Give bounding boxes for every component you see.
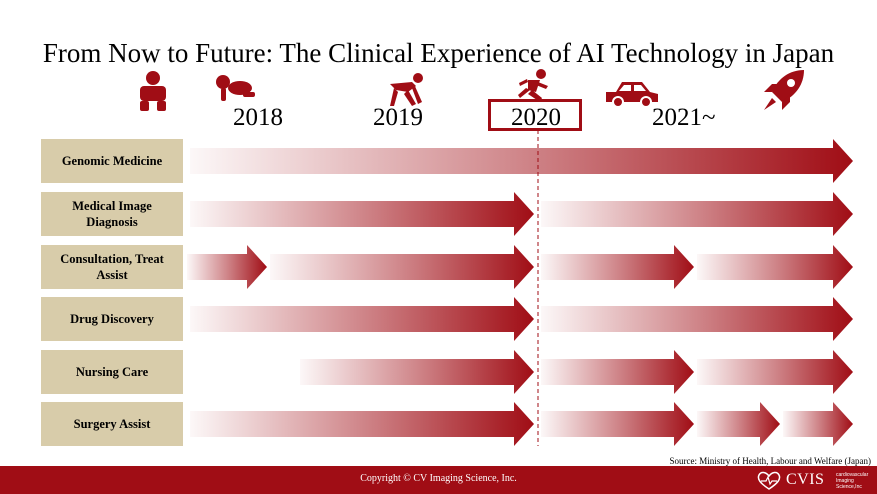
crawling-baby-icon [216, 75, 255, 101]
year-label-2019: 2019 [373, 104, 423, 131]
arrow-surgery-assist-4 [783, 402, 853, 446]
arrow-surgery-assist-1 [190, 402, 534, 446]
logo-tagline: cardiovascular Imaging Science,Inc [836, 472, 869, 490]
source-note: Source: Ministry of Health, Labour and W… [669, 456, 871, 466]
rocket-icon [764, 70, 804, 110]
arrow-surgery-assist-3 [697, 402, 780, 446]
arrow-consultation-2 [270, 245, 534, 289]
baby-icon [140, 71, 166, 111]
crouching-runner-icon [390, 73, 423, 106]
heart-logo-icon [757, 471, 781, 490]
cvis-logo: CVIS cardiovascular Imaging Science,Inc [752, 468, 877, 494]
year-label-2018: 2018 [233, 104, 283, 131]
category-genomic-medicine: Genomic Medicine [41, 139, 183, 183]
category-nursing-care: Nursing Care [41, 350, 183, 394]
arrow-medical-image-1 [190, 192, 534, 236]
arrow-consultation-1 [187, 245, 267, 289]
current-year-highlight [488, 99, 582, 131]
arrow-drug-discovery-1 [190, 297, 534, 341]
year-label-2021-onward: 2021~ [652, 104, 716, 131]
arrow-nursing-care-1 [300, 350, 534, 394]
timeline-arrows [187, 130, 853, 446]
arrow-genomic-medicine-1 [190, 139, 853, 183]
category-drug-discovery: Drug Discovery [41, 297, 183, 341]
arrow-medical-image-2 [541, 192, 853, 236]
category-consultation-treat-assist: Consultation, Treat Assist [41, 245, 183, 289]
arrow-nursing-care-2 [541, 350, 694, 394]
car-icon [606, 82, 658, 108]
year-label-2020: 2020 [511, 104, 561, 131]
arrow-consultation-4 [697, 245, 853, 289]
footer-bar [0, 466, 877, 494]
page-title: From Now to Future: The Clinical Experie… [42, 38, 835, 68]
arrow-nursing-care-3 [697, 350, 853, 394]
arrow-consultation-3 [541, 245, 694, 289]
arrow-surgery-assist-2 [541, 402, 694, 446]
category-medical-image-diagnosis: Medical Image Diagnosis [41, 192, 183, 236]
arrow-drug-discovery-2 [541, 297, 853, 341]
logo-name: CVIS [786, 471, 825, 488]
copyright-text: Copyright © CV Imaging Science, Inc. [360, 473, 517, 484]
category-surgery-assist: Surgery Assist [41, 402, 183, 446]
